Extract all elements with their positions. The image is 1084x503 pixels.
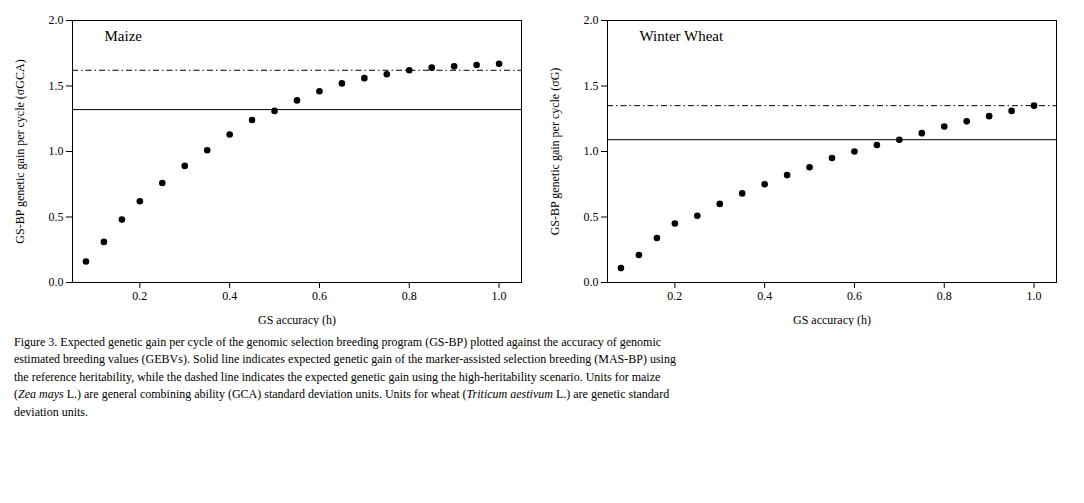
svg-text:0.2: 0.2: [132, 289, 147, 303]
svg-text:1.0: 1.0: [492, 289, 507, 303]
svg-text:GS-BP genetic gain per cycle (: GS-BP genetic gain per cycle (σG): [548, 68, 562, 236]
svg-text:0.4: 0.4: [222, 289, 237, 303]
svg-text:Maize: Maize: [105, 28, 143, 44]
svg-text:1.0: 1.0: [49, 144, 64, 158]
svg-text:0.0: 0.0: [49, 275, 64, 289]
html-text:Figure 3. Expected genetic gai: Figure 3. Expected genetic gain per cycl…: [14, 335, 676, 419]
svg-text:0.6: 0.6: [312, 289, 327, 303]
svg-text:0.5: 0.5: [584, 210, 599, 224]
svg-text:0.0: 0.0: [584, 275, 599, 289]
svg-text:0.8: 0.8: [402, 289, 417, 303]
svg-text:2.0: 2.0: [584, 13, 599, 27]
svg-text:GS-BP genetic gain per cycle (: GS-BP genetic gain per cycle (σGCA): [13, 59, 27, 243]
svg-text:0.2: 0.2: [667, 289, 682, 303]
svg-text:GS accuracy (h): GS accuracy (h): [793, 313, 871, 327]
svg-text:0.5: 0.5: [49, 210, 64, 224]
svg-text:1.5: 1.5: [49, 79, 64, 93]
svg-text:GS accuracy (h): GS accuracy (h): [258, 313, 336, 327]
svg-text:1.5: 1.5: [584, 79, 599, 93]
svg-text:2.0: 2.0: [49, 13, 64, 27]
svg-text:0.8: 0.8: [937, 289, 952, 303]
svg-text:Winter Wheat: Winter Wheat: [640, 28, 724, 44]
svg-text:0.4: 0.4: [757, 289, 772, 303]
svg-text:0.6: 0.6: [847, 289, 862, 303]
svg-text:1.0: 1.0: [584, 144, 599, 158]
svg-text:1.0: 1.0: [1027, 289, 1042, 303]
